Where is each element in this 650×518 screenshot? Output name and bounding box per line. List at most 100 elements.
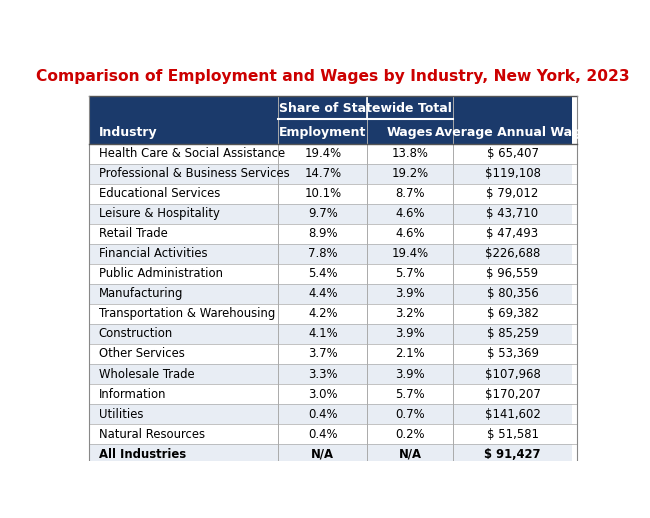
Bar (453, 284, 573, 304)
Text: Manufacturing: Manufacturing (99, 287, 183, 300)
Text: 3.9%: 3.9% (395, 287, 425, 300)
Bar (89, 344, 278, 364)
Text: 0.4%: 0.4% (308, 427, 337, 441)
Text: Public Administration: Public Administration (99, 267, 222, 280)
Bar (367, 364, 453, 384)
Text: Transportation & Warehousing: Transportation & Warehousing (99, 308, 275, 321)
Text: 3.7%: 3.7% (308, 348, 338, 361)
Bar (367, 424, 453, 444)
Text: 5.4%: 5.4% (308, 267, 337, 280)
Text: Construction: Construction (99, 327, 173, 340)
Bar (89, 324, 278, 344)
Text: Financial Activities: Financial Activities (99, 248, 207, 261)
Bar (278, 144, 367, 164)
Bar (367, 244, 453, 264)
Bar (89, 184, 278, 204)
Bar (453, 204, 573, 224)
Text: All Industries: All Industries (99, 448, 186, 461)
Bar (453, 364, 573, 384)
Text: $226,688: $226,688 (485, 248, 540, 261)
Bar (89, 244, 278, 264)
Bar (453, 244, 573, 264)
Text: 19.4%: 19.4% (391, 248, 428, 261)
Text: Utilities: Utilities (99, 408, 143, 421)
Bar (89, 121, 278, 144)
Text: 10.1%: 10.1% (304, 188, 341, 200)
Bar (367, 284, 453, 304)
Bar (453, 444, 573, 464)
Bar (367, 344, 453, 364)
Text: 19.2%: 19.2% (391, 167, 428, 180)
Text: 8.9%: 8.9% (308, 227, 337, 240)
Text: N/A: N/A (398, 448, 421, 461)
Text: 5.7%: 5.7% (395, 387, 425, 400)
Text: Health Care & Social Assistance: Health Care & Social Assistance (99, 147, 285, 160)
Bar (278, 96, 453, 121)
Bar (89, 304, 278, 324)
Text: $ 80,356: $ 80,356 (487, 287, 538, 300)
Bar (367, 164, 453, 184)
Bar (89, 444, 278, 464)
Text: 0.4%: 0.4% (308, 408, 337, 421)
Text: 3.3%: 3.3% (308, 367, 337, 381)
Text: 9.7%: 9.7% (308, 207, 338, 220)
Bar (89, 144, 278, 164)
Bar (367, 224, 453, 244)
Bar (453, 224, 573, 244)
Text: 4.1%: 4.1% (308, 327, 338, 340)
Text: $141,602: $141,602 (485, 408, 540, 421)
Bar (367, 384, 453, 404)
Bar (89, 96, 278, 121)
Bar (453, 424, 573, 444)
Text: $170,207: $170,207 (485, 387, 540, 400)
Bar (453, 164, 573, 184)
Text: N/A: N/A (311, 448, 334, 461)
Bar (89, 224, 278, 244)
Bar (367, 304, 453, 324)
Text: 14.7%: 14.7% (304, 167, 341, 180)
Bar (367, 444, 453, 464)
Text: 4.4%: 4.4% (308, 287, 337, 300)
Text: $ 65,407: $ 65,407 (487, 147, 539, 160)
Text: Comparison of Employment and Wages by Industry, New York, 2023: Comparison of Employment and Wages by In… (36, 69, 630, 84)
Text: 7.8%: 7.8% (308, 248, 337, 261)
Text: $ 96,559: $ 96,559 (486, 267, 539, 280)
Bar (278, 184, 367, 204)
Bar (367, 404, 453, 424)
Text: 5.7%: 5.7% (395, 267, 425, 280)
Text: Wages: Wages (387, 126, 434, 139)
Text: Average Annual Wage: Average Annual Wage (436, 126, 590, 139)
Text: 13.8%: 13.8% (391, 147, 428, 160)
Text: $ 47,493: $ 47,493 (486, 227, 539, 240)
Text: $ 53,369: $ 53,369 (487, 348, 539, 361)
Bar (278, 121, 367, 144)
Text: $ 85,259: $ 85,259 (487, 327, 538, 340)
Text: $ 79,012: $ 79,012 (486, 188, 539, 200)
Bar (278, 164, 367, 184)
Bar (453, 184, 573, 204)
Bar (278, 264, 367, 284)
Bar (278, 224, 367, 244)
Bar (89, 284, 278, 304)
Text: 8.7%: 8.7% (395, 188, 424, 200)
Text: 3.9%: 3.9% (395, 367, 425, 381)
Bar (278, 424, 367, 444)
Bar (367, 121, 453, 144)
Bar (89, 364, 278, 384)
Text: $119,108: $119,108 (485, 167, 540, 180)
Text: Natural Resources: Natural Resources (99, 427, 205, 441)
Text: $ 69,382: $ 69,382 (487, 308, 538, 321)
Text: 2.1%: 2.1% (395, 348, 425, 361)
Text: 4.2%: 4.2% (308, 308, 337, 321)
Text: Wholesale Trade: Wholesale Trade (99, 367, 194, 381)
Text: 3.9%: 3.9% (395, 327, 425, 340)
Bar (278, 304, 367, 324)
Bar (89, 264, 278, 284)
Bar (278, 364, 367, 384)
Bar (278, 324, 367, 344)
Bar (278, 204, 367, 224)
Bar (278, 444, 367, 464)
Bar (453, 404, 573, 424)
Bar (453, 264, 573, 284)
Text: Professional & Business Services: Professional & Business Services (99, 167, 289, 180)
